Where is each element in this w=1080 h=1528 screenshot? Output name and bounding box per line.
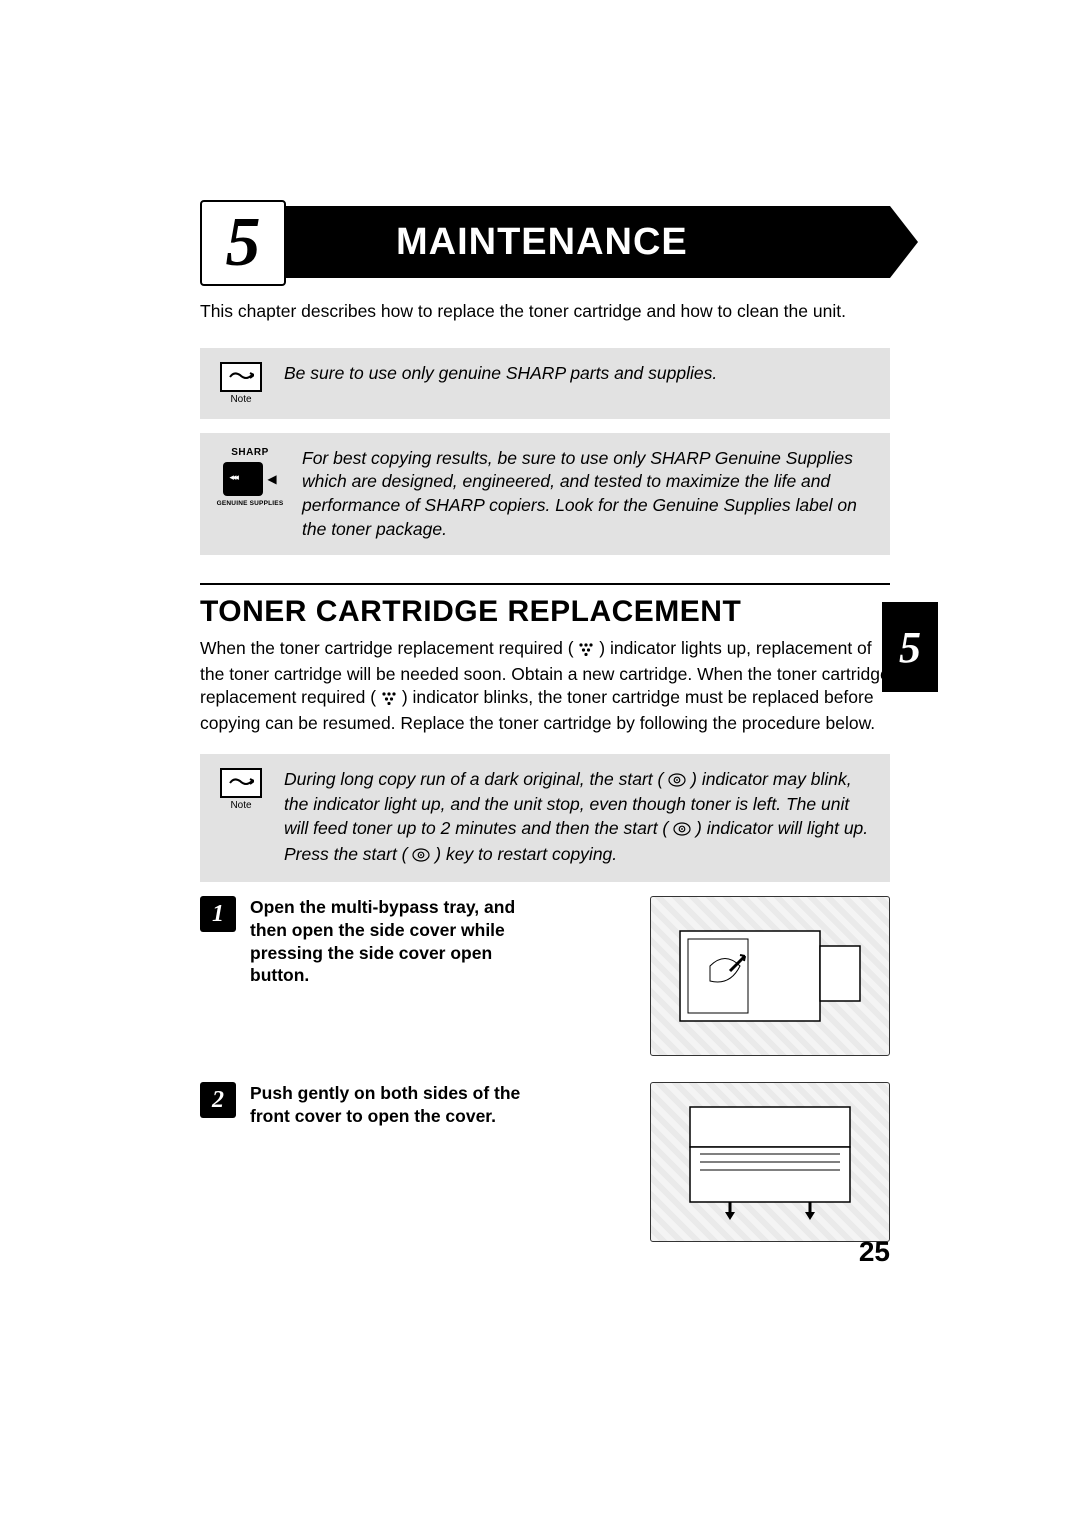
start-indicator-icon — [412, 845, 430, 869]
manual-page: 5 MAINTENANCE This chapter describes how… — [0, 0, 1080, 1528]
start-indicator-icon — [668, 770, 686, 794]
triangle-icon: ◀ — [267, 472, 276, 486]
chapter-title: MAINTENANCE — [396, 221, 688, 264]
note-text: Be sure to use only genuine SHARP parts … — [284, 362, 717, 405]
note-icon — [220, 768, 262, 798]
section-heading: TONER CARTRIDGE REPLACEMENT — [200, 595, 890, 629]
note-box-long-copy: Note During long copy run of a dark orig… — [200, 754, 890, 883]
chapter-number: 5 — [226, 203, 261, 283]
step-text: Open the multi-bypass tray, and then ope… — [250, 896, 540, 987]
step-number: 2 — [200, 1082, 236, 1118]
chapter-title-bar: MAINTENANCE — [286, 206, 890, 278]
step-text: Push gently on both sides of the front c… — [250, 1082, 540, 1128]
side-tab-number: 5 — [899, 622, 921, 673]
genuine-badge-icon — [223, 462, 263, 496]
start-indicator-icon — [673, 819, 691, 843]
step-illustration — [650, 896, 890, 1056]
genuine-supplies-caption: GENUINE SUPPLIES — [217, 500, 284, 507]
step-left: 2 Push gently on both sides of the front… — [200, 1082, 630, 1128]
note-label: Note — [230, 800, 251, 811]
chapter-side-tab: 5 — [882, 602, 938, 692]
chapter-intro: This chapter describes how to replace th… — [200, 300, 890, 324]
step-number: 1 — [200, 896, 236, 932]
note2-part-a: During long copy run of a dark original,… — [284, 769, 663, 789]
section-body: When the toner cartridge replacement req… — [200, 637, 890, 736]
step-illustration — [650, 1082, 890, 1242]
note-icon-column: Note — [216, 362, 266, 405]
step-row: 2 Push gently on both sides of the front… — [200, 1082, 890, 1242]
note-text: During long copy run of a dark original,… — [284, 768, 874, 869]
chapter-header: 5 MAINTENANCE — [200, 210, 890, 282]
page-number: 25 — [859, 1236, 890, 1268]
toner-indicator-icon — [381, 688, 397, 712]
note-label: Note — [230, 394, 251, 405]
note-icon-column: Note — [216, 768, 266, 869]
section-rule — [200, 583, 890, 585]
genuine-supplies-box: SHARP ◀ GENUINE SUPPLIES For best copyin… — [200, 433, 890, 556]
genuine-badge-row: ◀ — [223, 462, 276, 496]
genuine-supplies-label: SHARP ◀ GENUINE SUPPLIES — [216, 447, 284, 542]
note-box-genuine-parts: Note Be sure to use only genuine SHARP p… — [200, 348, 890, 419]
note-icon — [220, 362, 262, 392]
body-part-1: When the toner cartridge replacement req… — [200, 638, 574, 658]
chapter-number-box: 5 — [200, 200, 286, 286]
step-row: 1 Open the multi-bypass tray, and then o… — [200, 896, 890, 1056]
sharp-brand-text: SHARP — [231, 447, 269, 458]
genuine-supplies-text: For best copying results, be sure to use… — [302, 447, 874, 542]
step-left: 1 Open the multi-bypass tray, and then o… — [200, 896, 630, 987]
note2-part-d: ) key to restart copying. — [435, 844, 617, 864]
toner-indicator-icon — [578, 639, 594, 663]
